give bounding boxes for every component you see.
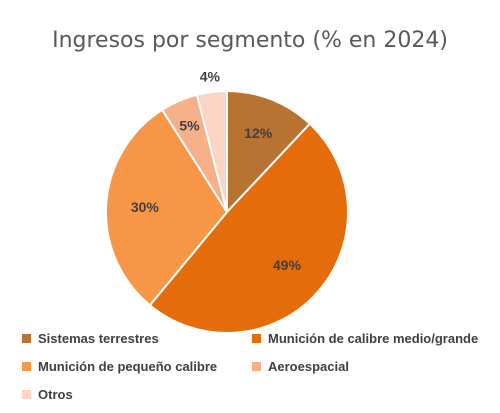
pie-slice-municion-de-pequeno-calibre (105, 108, 229, 307)
data-label-sistemas-terrestres: 12% (244, 125, 273, 141)
data-label-otros: 4% (200, 68, 221, 84)
pie-slice-sistemas-terrestres (226, 89, 312, 215)
data-label-municion-de-calibre-medio-grande: 49% (273, 257, 302, 273)
chart-title: Ingresos por segmento (% en 2024) (52, 28, 448, 53)
data-label-municion-de-pequeno-calibre: 30% (131, 199, 160, 215)
pie-slice-municion-de-calibre-medio-grande (148, 122, 349, 334)
pie-slice-otros (195, 89, 228, 213)
data-label-aeroespacial: 5% (179, 117, 200, 133)
